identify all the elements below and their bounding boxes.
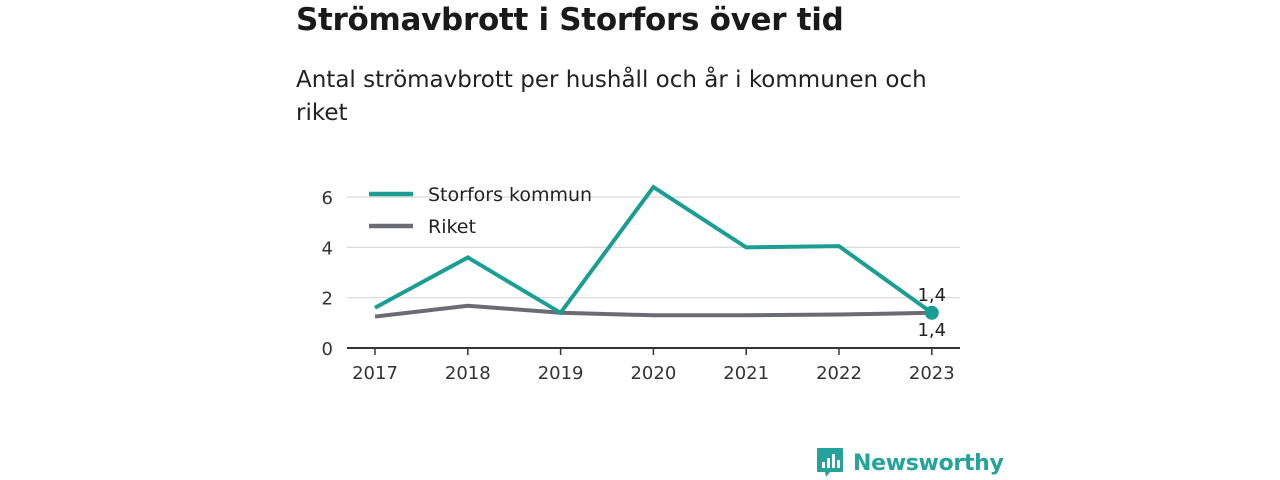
brand-name: Newsworthy (853, 450, 1004, 476)
legend: Storfors kommun Riket (369, 184, 592, 238)
end-point-marker (924, 305, 939, 320)
y-tick-label: 0 (322, 339, 333, 360)
chart-title: Strömavbrott i Storfors över tid (296, 2, 844, 38)
y-tick-label: 4 (322, 238, 333, 259)
chart-subtitle: Antal strömavbrott per hushåll och år i … (296, 67, 927, 126)
y-tick-label: 6 (322, 188, 333, 209)
x-tick-label: 2017 (352, 363, 398, 384)
gridlines (347, 196, 960, 299)
y-tick-label: 2 (322, 289, 333, 310)
x-tick-label: 2019 (538, 363, 584, 384)
series-lines (374, 184, 939, 320)
series-line-riket (374, 303, 932, 319)
x-tick-label: 2023 (909, 363, 955, 384)
labels: 1,4 1,4 (917, 285, 946, 341)
x-tick-label: 2020 (630, 363, 676, 384)
bar-chart-logo-icon (817, 448, 843, 477)
legend-label: Storfors kommun (428, 184, 592, 206)
legend-label: Riket (428, 216, 476, 238)
end-label-riket: 1,4 (917, 320, 946, 341)
x-tick-label: 2022 (816, 363, 862, 384)
series-line-storfors-kommun (374, 184, 933, 316)
x-tick-label: 2018 (445, 363, 491, 384)
end-label-storfors-kommun: 1,4 (917, 285, 946, 306)
axes: 0 2 4 6 2017 2018 2019 2020 2021 2022 2023 (322, 188, 960, 384)
x-tick-label: 2021 (723, 363, 769, 384)
newsworthy-brand[interactable]: Newsworthy (815, 446, 1004, 480)
